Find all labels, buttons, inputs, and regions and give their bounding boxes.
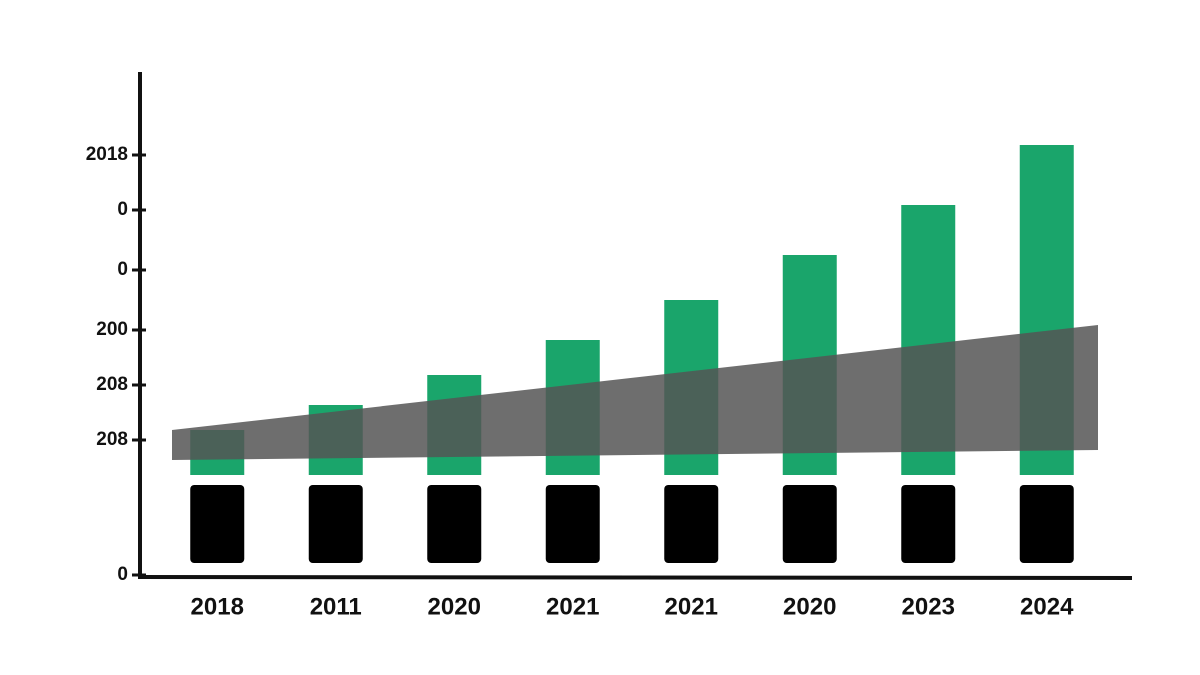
- bar: [901, 485, 956, 563]
- y-tick-label: 208: [96, 374, 128, 395]
- y-tick-label: 208: [96, 429, 128, 450]
- y-tick-label: 2018: [86, 144, 128, 165]
- x-tick-label: 2021: [665, 593, 718, 620]
- x-tick-label: 2018: [191, 593, 244, 620]
- bar: [308, 485, 363, 563]
- x-tick-label: 2020: [428, 593, 481, 620]
- x-tick-label: 2011: [310, 593, 362, 620]
- y-tick-label: 200: [96, 319, 128, 340]
- bar: [782, 485, 837, 563]
- x-tick-label: 2021: [546, 593, 599, 620]
- y-tick-label: 0: [117, 199, 128, 220]
- trend-band: [172, 325, 1098, 460]
- x-axis: [137, 575, 1133, 580]
- x-tick-label: 2023: [902, 593, 955, 620]
- bar: [190, 485, 245, 563]
- bar: [427, 485, 482, 563]
- bar: [1019, 485, 1074, 563]
- y-tick-label: 0: [117, 259, 128, 280]
- x-tick-label: 2020: [783, 593, 836, 620]
- y-tick-label: 0: [117, 564, 128, 585]
- bar: [545, 485, 600, 563]
- bar: [664, 485, 719, 563]
- x-tick-label: 2024: [1020, 593, 1074, 620]
